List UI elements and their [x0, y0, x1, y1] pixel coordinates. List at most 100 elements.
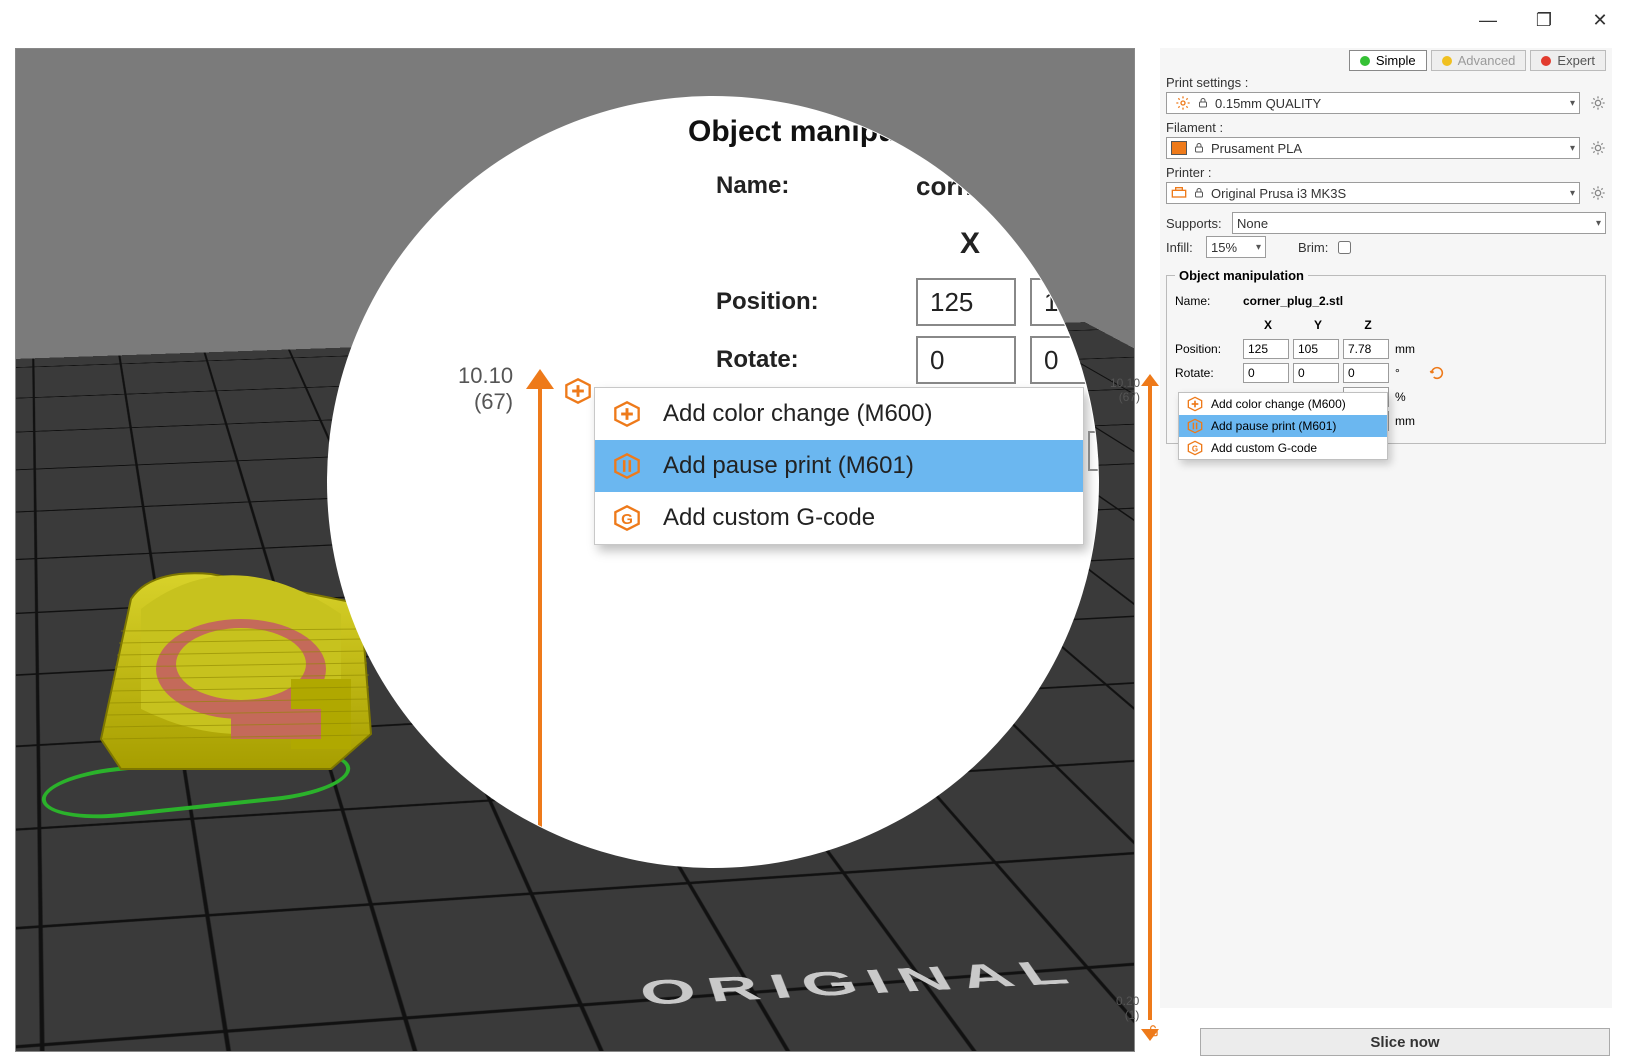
menu-item-label: Add custom G-code: [1211, 441, 1317, 455]
om-rotate-unit: °: [1393, 366, 1423, 380]
mode-label: Expert: [1557, 53, 1595, 68]
chevron-down-icon: ▾: [1570, 188, 1575, 199]
menu-item-label: Add pause print (M601): [1211, 419, 1336, 433]
om-header-y: Y: [1293, 318, 1343, 332]
dot-icon: [1541, 56, 1551, 66]
print-settings-heading: Print settings :: [1166, 75, 1606, 90]
print-settings-value: 0.15mm QUALITY: [1215, 96, 1321, 111]
zoom-menu-label: Add pause print (M601): [663, 452, 914, 480]
om-position-z[interactable]: [1343, 339, 1389, 359]
gear-icon: [1175, 95, 1191, 111]
zoom-rotate-label: Rotate:: [716, 346, 916, 374]
chevron-down-icon: ▾: [1596, 218, 1601, 229]
viewport-3d[interactable]: ORIGINAL Object manipul Name:: [15, 48, 1135, 1052]
om-name-value: corner_plug_2.stl: [1243, 294, 1343, 308]
om-rotate-label: Rotate:: [1175, 366, 1243, 380]
printer-heading: Printer :: [1166, 165, 1606, 180]
zoom-position-y[interactable]: 105: [1030, 278, 1098, 326]
supports-value: None: [1237, 216, 1268, 231]
dot-icon: [1360, 56, 1370, 66]
zoom-add-marker-icon[interactable]: [564, 377, 592, 405]
om-rotate-x[interactable]: [1243, 363, 1289, 383]
supports-select[interactable]: None ▾: [1232, 212, 1606, 234]
layer-lock-icon[interactable]: [1146, 1024, 1160, 1038]
window-controls: — ❐ ✕: [1460, 0, 1628, 40]
mode-tab-simple[interactable]: Simple: [1349, 50, 1427, 71]
filament-swatch-icon: [1171, 141, 1187, 155]
zoom-menu-label: Add custom G-code: [663, 504, 875, 532]
g-hex-icon: G: [1187, 440, 1203, 456]
om-position-label: Position:: [1175, 342, 1243, 356]
mode-tab-expert[interactable]: Expert: [1530, 50, 1606, 71]
menu-add-custom-gcode[interactable]: G Add custom G-code: [1179, 437, 1387, 459]
plus-hex-icon: [613, 400, 641, 428]
zoom-rotate-x[interactable]: 0: [916, 336, 1016, 384]
om-scale-unit: %: [1393, 390, 1423, 404]
lock-icon: [1193, 187, 1205, 199]
zoom-context-menu: Add color change (M600) Add pause print …: [594, 387, 1084, 545]
print-settings-select[interactable]: 0.15mm QUALITY ▾: [1166, 92, 1580, 114]
om-rotate-y[interactable]: [1293, 363, 1339, 383]
zoom-hidden-field-fragment: 5: [1088, 431, 1098, 471]
om-header-z: Z: [1343, 318, 1393, 332]
infill-label: Infill:: [1166, 240, 1200, 255]
printer-icon: [1171, 186, 1187, 200]
printer-select[interactable]: Original Prusa i3 MK3S ▾: [1166, 182, 1580, 204]
pause-hex-icon: [1187, 418, 1203, 434]
filament-select[interactable]: Prusament PLA ▾: [1166, 137, 1580, 159]
layer-slider-thumb-top[interactable]: [1141, 374, 1159, 386]
lock-icon: [1197, 97, 1209, 109]
zoom-rotate-y[interactable]: 0: [1030, 336, 1098, 384]
infill-value: 15%: [1211, 240, 1237, 255]
zoom-menu-add-pause-print[interactable]: Add pause print (M601): [595, 440, 1083, 492]
filament-heading: Filament :: [1166, 120, 1606, 135]
zoom-layer-slider-thumb[interactable]: [526, 369, 554, 389]
window-minimize-button[interactable]: —: [1460, 0, 1516, 40]
zoom-menu-add-custom-gcode[interactable]: G Add custom G-code: [595, 492, 1083, 544]
layer-bottom-readout: 0.20(1): [1116, 994, 1139, 1023]
edit-preset-icon[interactable]: [1590, 185, 1606, 201]
om-header-x: X: [1243, 318, 1293, 332]
sliced-part[interactable]: [81, 559, 381, 789]
zoom-position-x[interactable]: 125: [916, 278, 1016, 326]
om-rotate-z[interactable]: [1343, 363, 1389, 383]
om-position-unit: mm: [1393, 342, 1423, 356]
window-maximize-button[interactable]: ❐: [1516, 0, 1572, 40]
mode-tab-advanced[interactable]: Advanced: [1431, 50, 1527, 71]
om-position-y[interactable]: [1293, 339, 1339, 359]
slice-now-button[interactable]: Slice now: [1200, 1028, 1610, 1056]
edit-preset-icon[interactable]: [1590, 140, 1606, 156]
brim-label: Brim:: [1298, 240, 1328, 255]
zoom-layer-slider-track[interactable]: [538, 375, 542, 867]
plus-hex-icon: [1187, 396, 1203, 412]
menu-add-pause-print[interactable]: Add pause print (M601): [1179, 415, 1387, 437]
lock-icon: [1193, 142, 1205, 154]
chevron-down-icon: ▾: [1570, 98, 1575, 109]
brim-checkbox[interactable]: [1338, 241, 1351, 254]
infill-select[interactable]: 15% ▾: [1206, 236, 1266, 258]
pause-hex-icon: [613, 452, 641, 480]
zoom-name-label: Name:: [716, 172, 916, 200]
layer-slider-track[interactable]: [1148, 380, 1152, 1020]
edit-preset-icon[interactable]: [1590, 95, 1606, 111]
om-size-unit: mm: [1393, 414, 1423, 428]
g-hex-icon: G: [613, 504, 641, 532]
om-name-label: Name:: [1175, 294, 1243, 308]
zoom-menu-label: Add color change (M600): [663, 400, 932, 428]
menu-item-label: Add color change (M600): [1211, 397, 1346, 411]
chevron-down-icon: ▾: [1570, 143, 1575, 154]
zoom-layer-readout: 10.10(67): [458, 363, 513, 416]
zoom-menu-add-color-change[interactable]: Add color change (M600): [595, 388, 1083, 440]
zoom-position-label: Position:: [716, 288, 916, 316]
zoom-magnifier: Object manipul Name: corner_ X Position:…: [328, 97, 1098, 867]
om-position-x[interactable]: [1243, 339, 1289, 359]
settings-panel: Simple Advanced Expert Print settings : …: [1160, 48, 1612, 1008]
dot-icon: [1442, 56, 1452, 66]
reset-rotate-icon[interactable]: [1429, 365, 1445, 381]
menu-add-color-change[interactable]: Add color change (M600): [1179, 393, 1387, 415]
zoom-name-value: corner_: [916, 171, 1011, 202]
mode-label: Simple: [1376, 53, 1416, 68]
window-close-button[interactable]: ✕: [1572, 0, 1628, 40]
filament-value: Prusament PLA: [1211, 141, 1302, 156]
printer-value: Original Prusa i3 MK3S: [1211, 186, 1346, 201]
